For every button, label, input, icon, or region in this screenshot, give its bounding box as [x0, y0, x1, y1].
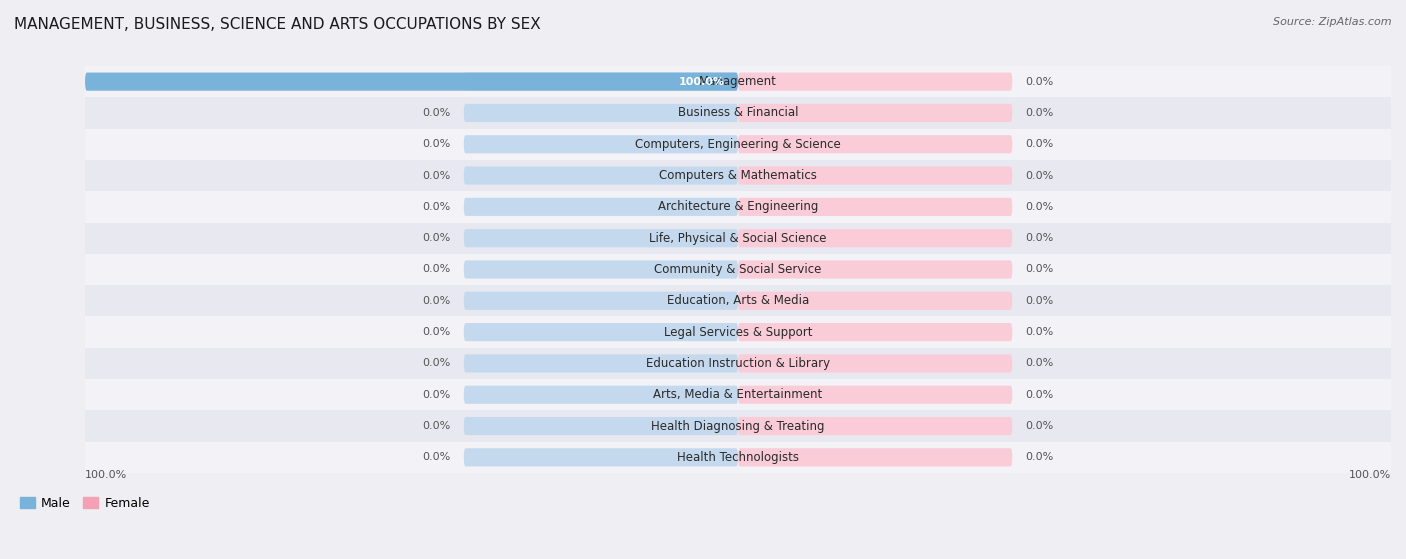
Text: 0.0%: 0.0%	[1025, 264, 1053, 274]
Text: Life, Physical & Social Science: Life, Physical & Social Science	[650, 231, 827, 245]
Bar	[84, 222, 1391, 254]
Text: Health Diagnosing & Treating: Health Diagnosing & Treating	[651, 420, 825, 433]
FancyBboxPatch shape	[464, 198, 738, 216]
Text: Arts, Media & Entertainment: Arts, Media & Entertainment	[654, 388, 823, 401]
Text: 0.0%: 0.0%	[422, 170, 451, 181]
FancyBboxPatch shape	[464, 229, 738, 247]
Text: 0.0%: 0.0%	[422, 327, 451, 337]
FancyBboxPatch shape	[464, 386, 738, 404]
Bar	[84, 316, 1391, 348]
Bar	[84, 254, 1391, 285]
Text: Legal Services & Support: Legal Services & Support	[664, 325, 813, 339]
FancyBboxPatch shape	[464, 448, 738, 466]
Text: 0.0%: 0.0%	[422, 390, 451, 400]
Text: 0.0%: 0.0%	[422, 264, 451, 274]
Text: 0.0%: 0.0%	[422, 202, 451, 212]
FancyBboxPatch shape	[738, 354, 1012, 372]
Bar	[84, 129, 1391, 160]
FancyBboxPatch shape	[738, 135, 1012, 153]
Text: 100.0%: 100.0%	[679, 77, 725, 87]
FancyBboxPatch shape	[738, 417, 1012, 435]
Text: 0.0%: 0.0%	[1025, 139, 1053, 149]
Text: 0.0%: 0.0%	[422, 108, 451, 118]
Text: 0.0%: 0.0%	[1025, 327, 1053, 337]
Legend: Male, Female: Male, Female	[15, 492, 155, 515]
FancyBboxPatch shape	[738, 260, 1012, 278]
FancyBboxPatch shape	[738, 323, 1012, 341]
FancyBboxPatch shape	[464, 260, 738, 278]
FancyBboxPatch shape	[464, 354, 738, 372]
Text: 0.0%: 0.0%	[1025, 358, 1053, 368]
FancyBboxPatch shape	[738, 167, 1012, 184]
Text: 0.0%: 0.0%	[422, 296, 451, 306]
Text: 0.0%: 0.0%	[1025, 390, 1053, 400]
Text: 0.0%: 0.0%	[422, 233, 451, 243]
Text: Education, Arts & Media: Education, Arts & Media	[666, 294, 810, 307]
FancyBboxPatch shape	[464, 104, 738, 122]
Text: Education Instruction & Library: Education Instruction & Library	[645, 357, 830, 370]
Text: Source: ZipAtlas.com: Source: ZipAtlas.com	[1274, 17, 1392, 27]
Text: 0.0%: 0.0%	[1025, 452, 1053, 462]
FancyBboxPatch shape	[738, 386, 1012, 404]
Bar	[84, 348, 1391, 379]
Text: 0.0%: 0.0%	[1025, 233, 1053, 243]
FancyBboxPatch shape	[464, 417, 738, 435]
Text: 0.0%: 0.0%	[422, 421, 451, 431]
Bar	[84, 97, 1391, 129]
Bar	[84, 285, 1391, 316]
FancyBboxPatch shape	[464, 292, 738, 310]
FancyBboxPatch shape	[464, 73, 738, 91]
Bar	[84, 410, 1391, 442]
FancyBboxPatch shape	[464, 323, 738, 341]
Text: Architecture & Engineering: Architecture & Engineering	[658, 200, 818, 214]
Text: 0.0%: 0.0%	[422, 452, 451, 462]
Text: 100.0%: 100.0%	[84, 470, 128, 480]
Text: 0.0%: 0.0%	[1025, 421, 1053, 431]
Bar	[84, 191, 1391, 222]
Text: 0.0%: 0.0%	[1025, 77, 1053, 87]
Text: MANAGEMENT, BUSINESS, SCIENCE AND ARTS OCCUPATIONS BY SEX: MANAGEMENT, BUSINESS, SCIENCE AND ARTS O…	[14, 17, 541, 32]
Text: 0.0%: 0.0%	[1025, 170, 1053, 181]
Text: 0.0%: 0.0%	[1025, 296, 1053, 306]
Bar	[84, 379, 1391, 410]
FancyBboxPatch shape	[738, 292, 1012, 310]
Text: Business & Financial: Business & Financial	[678, 106, 799, 120]
Text: 0.0%: 0.0%	[422, 139, 451, 149]
FancyBboxPatch shape	[738, 73, 1012, 91]
FancyBboxPatch shape	[84, 73, 738, 91]
FancyBboxPatch shape	[738, 198, 1012, 216]
Text: 0.0%: 0.0%	[1025, 202, 1053, 212]
Text: Computers, Engineering & Science: Computers, Engineering & Science	[636, 138, 841, 151]
Text: Health Technologists: Health Technologists	[678, 451, 799, 464]
Text: Community & Social Service: Community & Social Service	[654, 263, 821, 276]
FancyBboxPatch shape	[738, 448, 1012, 466]
Bar	[84, 160, 1391, 191]
Text: 100.0%: 100.0%	[1348, 470, 1391, 480]
Text: Computers & Mathematics: Computers & Mathematics	[659, 169, 817, 182]
FancyBboxPatch shape	[738, 104, 1012, 122]
Text: Management: Management	[699, 75, 778, 88]
Text: 0.0%: 0.0%	[1025, 108, 1053, 118]
Bar	[84, 442, 1391, 473]
Text: 0.0%: 0.0%	[422, 358, 451, 368]
Bar	[84, 66, 1391, 97]
FancyBboxPatch shape	[738, 229, 1012, 247]
FancyBboxPatch shape	[464, 135, 738, 153]
FancyBboxPatch shape	[464, 167, 738, 184]
